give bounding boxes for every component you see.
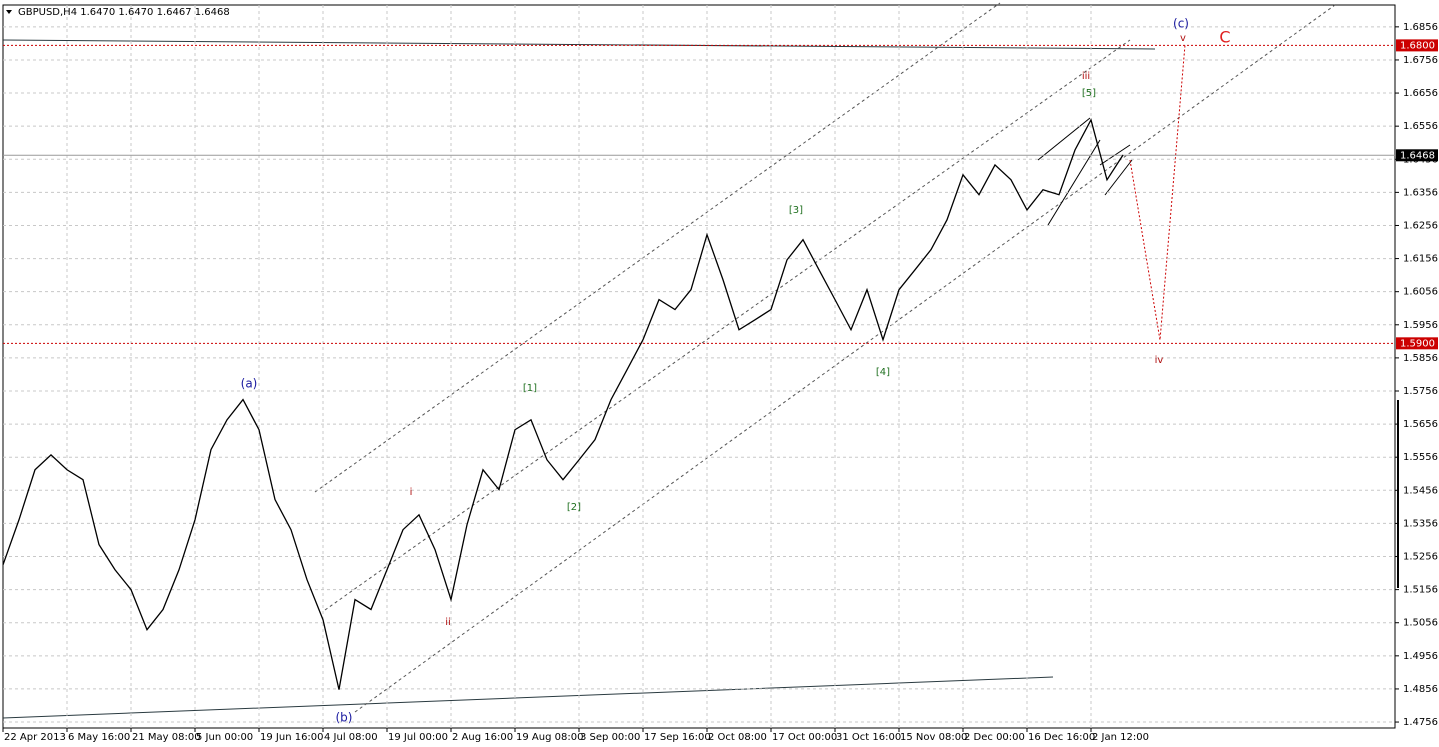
wave-label: [2] bbox=[567, 502, 581, 513]
wave-label: [4] bbox=[876, 367, 890, 378]
y-tick-label: 1.4956 bbox=[1403, 651, 1438, 662]
current-price-box bbox=[1396, 149, 1438, 162]
y-tick-label: 1.6756 bbox=[1403, 55, 1438, 66]
y-tick-label: 1.5456 bbox=[1403, 485, 1438, 496]
y-tick-label: 1.4856 bbox=[1403, 684, 1438, 695]
trend-line bbox=[2, 676, 1054, 719]
y-tick-label: 1.5556 bbox=[1403, 452, 1438, 463]
plot-frame bbox=[2, 4, 1396, 729]
wedge-line bbox=[1104, 159, 1133, 196]
x-tick-label: 19 Aug 08:00 bbox=[516, 732, 583, 743]
y-tick-label: 1.6356 bbox=[1403, 187, 1438, 198]
wave-label: v bbox=[1180, 33, 1186, 44]
y-tick-label: 1.5356 bbox=[1403, 518, 1438, 529]
wave-label: [3] bbox=[789, 205, 803, 216]
x-tick-label: 19 Jul 00:00 bbox=[388, 732, 448, 743]
menu-arrow bbox=[6, 10, 12, 14]
current-price-label: 1.6468 bbox=[1400, 150, 1435, 161]
y-tick-label: 1.5856 bbox=[1403, 353, 1438, 364]
wedge-line bbox=[1047, 139, 1101, 226]
x-tick-label: 2 Dec 00:00 bbox=[964, 732, 1025, 743]
x-tick-label: 31 Oct 16:00 bbox=[836, 732, 901, 743]
y-tick-label: 1.5056 bbox=[1403, 618, 1438, 629]
y-tick-label: 1.6856 bbox=[1403, 22, 1438, 33]
price-level-label: 1.6800 bbox=[1400, 40, 1435, 51]
chart-title: GBPUSD,H4 1.6470 1.6470 1.6467 1.6468 bbox=[18, 7, 230, 18]
channel-line bbox=[324, 39, 1131, 611]
wave-label: (c) bbox=[1173, 17, 1189, 31]
channel-line bbox=[314, 2, 1001, 493]
y-tick-label: 1.5956 bbox=[1403, 320, 1438, 331]
scroll-marker bbox=[1397, 400, 1399, 588]
x-tick-label: 4 Jul 08:00 bbox=[324, 732, 378, 743]
projection bbox=[1129, 44, 1186, 341]
y-tick-label: 1.6256 bbox=[1403, 220, 1438, 231]
wave-label: (a) bbox=[241, 377, 258, 391]
x-tick-label: 5 Jun 00:00 bbox=[196, 732, 253, 743]
x-tick-label: 2 Jan 12:00 bbox=[1092, 732, 1149, 743]
price-level-box bbox=[1396, 337, 1438, 350]
y-tick-label: 1.5656 bbox=[1403, 419, 1438, 430]
x-tick-label: 6 May 16:00 bbox=[68, 732, 130, 743]
wave-label: [1] bbox=[523, 383, 537, 394]
y-tick-label: 1.6556 bbox=[1403, 121, 1438, 132]
y-tick-label: 1.5156 bbox=[1403, 585, 1438, 596]
price-level-box bbox=[1396, 39, 1438, 52]
price-level-label: 1.5900 bbox=[1400, 338, 1435, 349]
wave-label: iii bbox=[1082, 71, 1090, 82]
price-line bbox=[2, 118, 1124, 690]
wedge-line bbox=[1037, 117, 1091, 161]
y-tick-label: 1.5756 bbox=[1403, 386, 1438, 397]
wave-label: [5] bbox=[1082, 88, 1096, 99]
x-tick-label: 19 Jun 16:00 bbox=[260, 732, 324, 743]
x-tick-label: 17 Oct 00:00 bbox=[772, 732, 837, 743]
x-tick-label: 21 May 08:00 bbox=[132, 732, 201, 743]
x-tick-label: 16 Dec 16:00 bbox=[1028, 732, 1095, 743]
wave-label: ii bbox=[445, 617, 451, 628]
x-tick-label: 2 Aug 16:00 bbox=[452, 732, 513, 743]
y-tick-label: 1.6656 bbox=[1403, 88, 1438, 99]
x-tick-label: 15 Nov 08:00 bbox=[900, 732, 967, 743]
wave-label: C bbox=[1219, 28, 1230, 47]
y-tick-label: 1.5256 bbox=[1403, 552, 1438, 563]
y-tick-label: 1.4756 bbox=[1403, 717, 1438, 728]
x-tick-label: 2 Oct 08:00 bbox=[708, 732, 767, 743]
y-tick-label: 1.6056 bbox=[1403, 287, 1438, 298]
wave-label: iv bbox=[1155, 355, 1164, 366]
wave-label: (b) bbox=[336, 711, 353, 725]
x-tick-label: 3 Sep 00:00 bbox=[580, 732, 640, 743]
x-tick-label: 17 Sep 16:00 bbox=[644, 732, 711, 743]
x-tick-label: 22 Apr 2013 bbox=[4, 732, 66, 743]
y-tick-label: 1.6156 bbox=[1403, 254, 1438, 265]
wave-label: i bbox=[410, 487, 413, 498]
